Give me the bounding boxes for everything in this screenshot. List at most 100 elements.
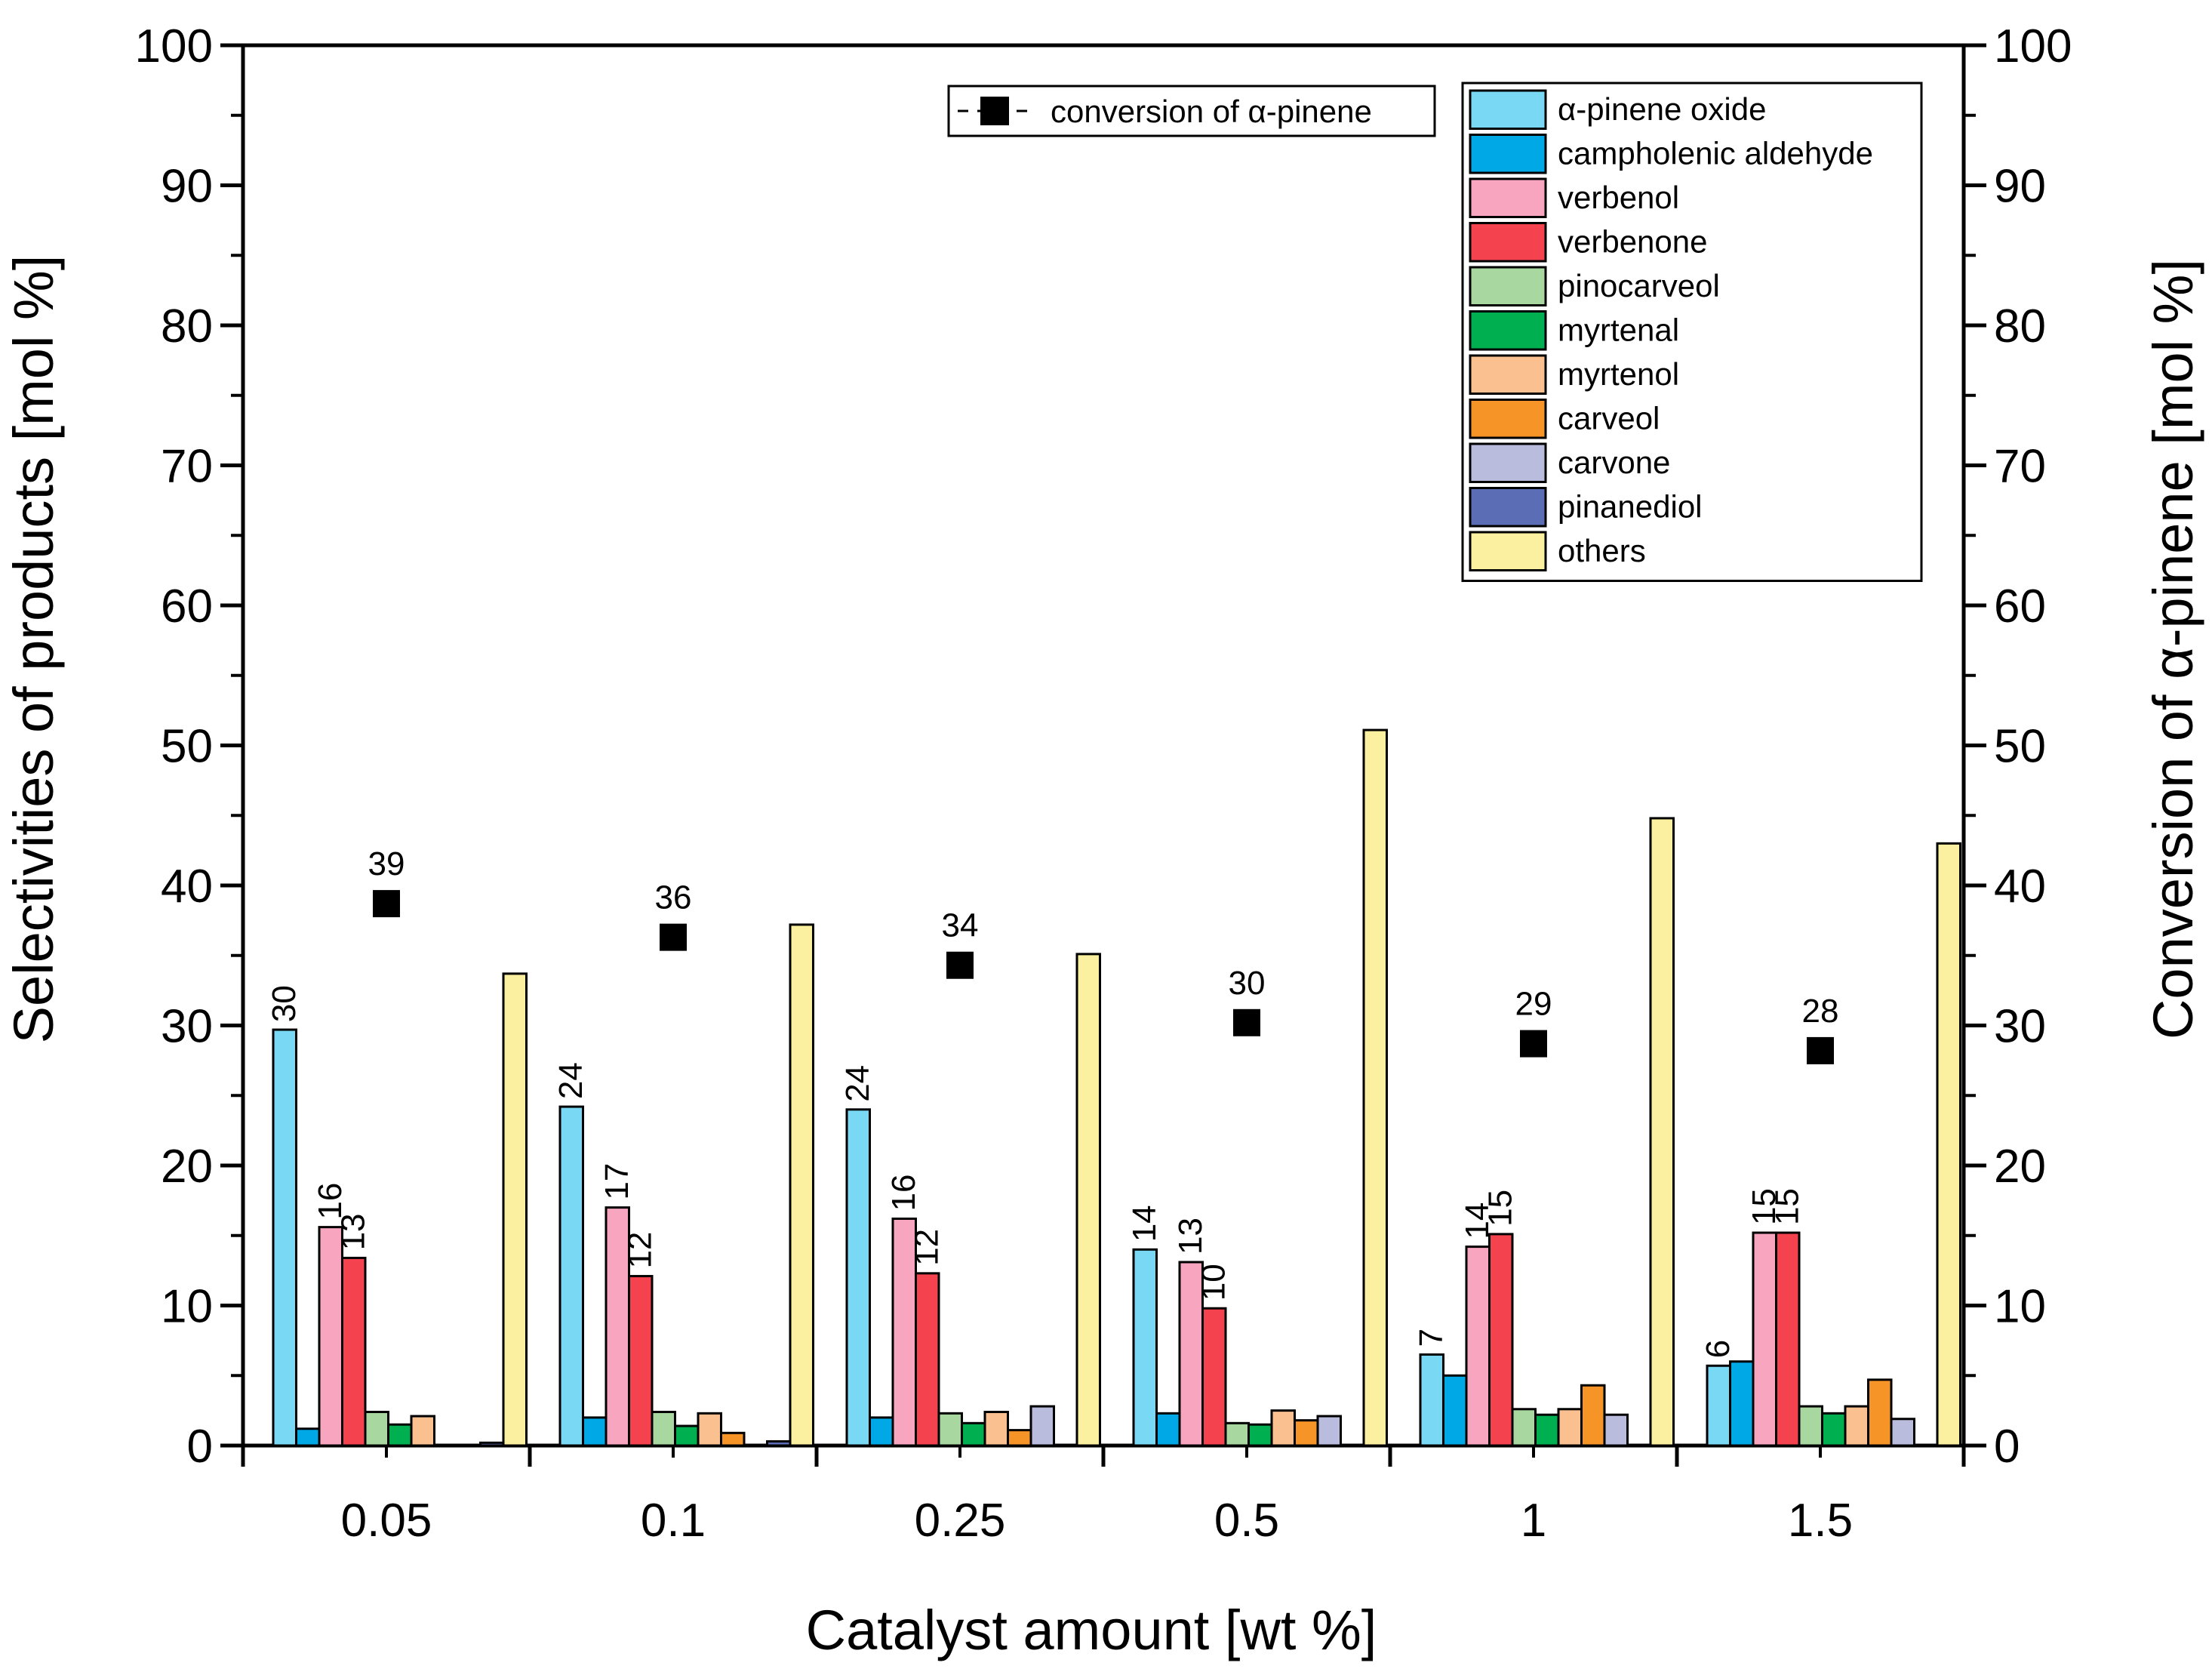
bar <box>1029 1405 1055 1447</box>
bar <box>1465 1246 1491 1447</box>
bar-value-label: 16 <box>312 1183 349 1220</box>
bar <box>961 1421 986 1447</box>
bar-value-label: 13 <box>1172 1218 1209 1255</box>
bar <box>937 1412 963 1447</box>
left-y-tick-label: 40 <box>161 861 213 913</box>
bar-value-label: 24 <box>839 1065 876 1102</box>
bar <box>1270 1409 1296 1447</box>
legend-label: α-pinene oxide <box>1558 91 1766 127</box>
bar <box>1936 842 1961 1447</box>
bar-value-label: 24 <box>552 1062 589 1099</box>
bar <box>720 1431 746 1447</box>
bar-value-label: 12 <box>622 1232 659 1269</box>
bar <box>1798 1405 1823 1447</box>
bar <box>387 1423 413 1447</box>
bar <box>295 1427 321 1447</box>
bar <box>697 1412 722 1447</box>
right-y-tick-label: 80 <box>1994 300 2046 353</box>
bar-value-label: 17 <box>598 1163 635 1200</box>
conversion-label: 28 <box>1802 993 1839 1030</box>
legend-label: carvone <box>1558 445 1670 480</box>
bar <box>502 972 528 1447</box>
bar <box>318 1226 343 1447</box>
bar <box>789 923 814 1447</box>
bar <box>1821 1412 1847 1447</box>
bar <box>1603 1413 1629 1447</box>
conversion-legend-frame <box>947 85 1436 137</box>
bar <box>1706 1364 1731 1447</box>
bar <box>1442 1374 1468 1447</box>
right-y-tick-label: 10 <box>1994 1281 2046 1333</box>
legend-swatch <box>1469 487 1547 528</box>
bar-value-label: 30 <box>266 985 303 1022</box>
bar <box>651 1410 676 1447</box>
legend-swatch <box>1469 266 1547 306</box>
bar <box>1294 1419 1319 1447</box>
legend-swatch <box>1469 222 1547 263</box>
bar-value-label: 15 <box>1482 1190 1519 1227</box>
legend-swatch <box>1469 310 1547 351</box>
bar <box>1201 1307 1227 1447</box>
conversion-point <box>1520 1030 1547 1058</box>
right-y-tick-label: 0 <box>1994 1421 2020 1473</box>
legend-label: pinanediol <box>1558 489 1703 525</box>
bar <box>1075 953 1101 1447</box>
left-y-tick-label: 70 <box>161 441 213 493</box>
left-y-tick-label: 90 <box>161 161 213 213</box>
conversion-point <box>1233 1008 1260 1036</box>
legend-swatch <box>1469 399 1547 439</box>
x-tick-label: 0.05 <box>341 1495 432 1547</box>
bar <box>1419 1353 1444 1447</box>
bar-value-label: 10 <box>1195 1264 1232 1301</box>
bar <box>1752 1231 1777 1447</box>
left-y-tick-label: 20 <box>161 1141 213 1193</box>
bar <box>628 1275 654 1447</box>
bar <box>1362 728 1388 1447</box>
bar <box>479 1441 505 1447</box>
x-tick-label: 0.25 <box>915 1495 1006 1547</box>
bar <box>1132 1248 1158 1447</box>
bar <box>341 1256 367 1447</box>
bar <box>1557 1408 1583 1447</box>
bar <box>1534 1413 1560 1447</box>
bar-value-label: 7 <box>1413 1329 1450 1347</box>
bar <box>1316 1415 1342 1447</box>
legend-label: campholenic aldehyde <box>1558 136 1873 171</box>
bar-value-label: 13 <box>335 1213 372 1250</box>
x-tick-label: 1.5 <box>1788 1495 1853 1547</box>
right-y-tick-label: 70 <box>1994 441 2046 493</box>
bar <box>1580 1384 1606 1447</box>
legend-label: verbenone <box>1558 224 1708 260</box>
conversion-legend-label: conversion of α-pinene <box>1051 94 1372 129</box>
conversion-label: 39 <box>368 845 405 882</box>
bar <box>605 1206 630 1447</box>
right-y-axis-title: Conversion of α-pinene [mol %] <box>2142 259 2204 1039</box>
bar <box>1224 1421 1250 1447</box>
conversion-label: 34 <box>942 907 979 944</box>
legend-swatch <box>1469 134 1547 174</box>
right-y-tick-label: 20 <box>1994 1141 2046 1193</box>
bar <box>915 1272 940 1447</box>
left-y-tick-label: 60 <box>161 580 213 633</box>
x-axis-title: Catalyst amount [wt %] <box>806 1599 1377 1661</box>
legend-label: pinocarveol <box>1558 268 1720 303</box>
bar <box>1007 1429 1032 1447</box>
bar <box>1890 1418 1915 1447</box>
x-tick-label: 0.1 <box>641 1495 706 1547</box>
left-y-tick-label: 30 <box>161 1001 213 1053</box>
bar <box>1511 1408 1537 1447</box>
conversion-label: 30 <box>1229 965 1266 1002</box>
right-y-tick-label: 90 <box>1994 161 2046 213</box>
right-y-tick-label: 50 <box>1994 721 2046 773</box>
x-tick-label: 0.5 <box>1214 1495 1279 1547</box>
bar <box>272 1028 297 1447</box>
left-y-tick-label: 50 <box>161 721 213 773</box>
legend-swatch <box>1469 531 1547 571</box>
conversion-legend-marker <box>980 97 1009 125</box>
bar-value-label: 15 <box>1746 1188 1783 1225</box>
conversion-label: 36 <box>655 879 692 916</box>
left-y-tick-label: 0 <box>187 1421 213 1473</box>
right-y-tick-label: 30 <box>1994 1001 2046 1053</box>
bar-value-label: 16 <box>885 1175 922 1212</box>
